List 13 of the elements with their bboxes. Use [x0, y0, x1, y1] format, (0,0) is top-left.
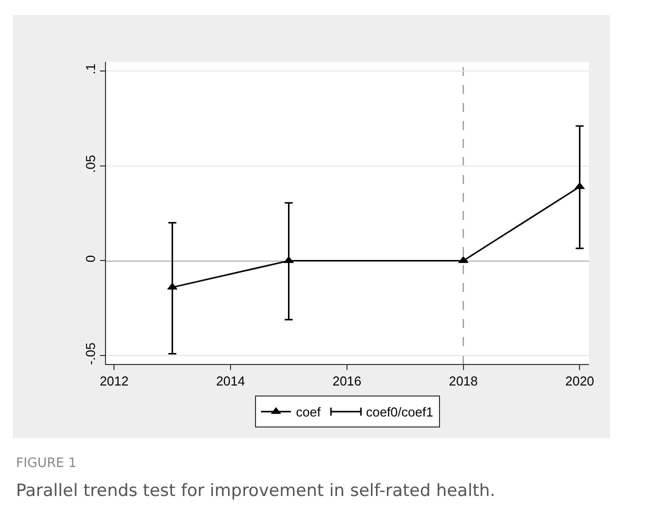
y-tick-label: .05 — [82, 154, 98, 173]
x-tick-label: 2012 — [100, 374, 129, 389]
legend-label: coef0/coef1 — [366, 404, 434, 420]
legend-label: coef — [296, 404, 321, 420]
caption: FIGURE 1 — [16, 456, 77, 471]
x-tick-label: 2016 — [332, 374, 362, 389]
y-tick-label: .1 — [82, 64, 98, 74]
x-tick-label: 2018 — [448, 374, 478, 389]
x-tick-label: 2020 — [565, 374, 594, 389]
x-tick-label: 2014 — [216, 374, 245, 389]
y-tick-label: -.05 — [82, 342, 98, 365]
text: Parallel trends test for improvement in self-rated health. — [16, 481, 496, 501]
y-tick-label: 0 — [82, 255, 98, 262]
